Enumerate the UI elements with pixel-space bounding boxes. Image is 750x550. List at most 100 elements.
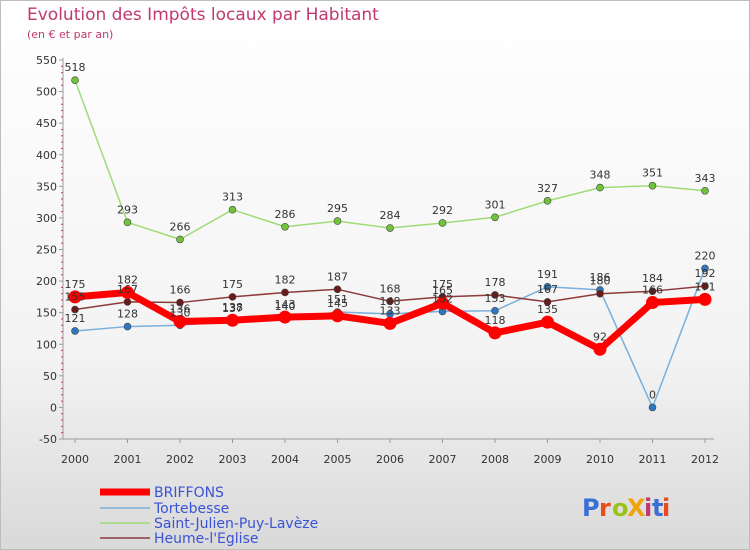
data-point bbox=[176, 298, 184, 307]
data-point bbox=[488, 326, 502, 340]
data-point bbox=[176, 235, 184, 244]
data-label: 192 bbox=[695, 267, 716, 280]
x-tick-label: 2004 bbox=[271, 453, 299, 466]
logo-letter: r bbox=[599, 494, 611, 522]
data-label: 220 bbox=[695, 249, 716, 262]
data-label: 182 bbox=[275, 273, 296, 286]
y-tick-label: 400 bbox=[36, 149, 57, 162]
data-label: 293 bbox=[117, 203, 138, 216]
data-label: 167 bbox=[537, 283, 558, 296]
data-point bbox=[228, 293, 237, 301]
data-point bbox=[68, 290, 82, 304]
data-point bbox=[438, 219, 447, 227]
data-label: 518 bbox=[65, 61, 86, 74]
data-point bbox=[333, 285, 342, 294]
data-label: 151 bbox=[327, 293, 348, 306]
data-label: 121 bbox=[65, 312, 86, 325]
data-label: 165 bbox=[432, 284, 453, 297]
data-point bbox=[386, 297, 394, 306]
data-point bbox=[701, 282, 709, 290]
x-tick-label: 2006 bbox=[376, 453, 404, 466]
data-label: 152 bbox=[432, 292, 453, 305]
data-label: 130 bbox=[170, 306, 191, 319]
data-point bbox=[383, 316, 397, 330]
data-label: 135 bbox=[537, 303, 558, 316]
data-label: 295 bbox=[327, 202, 348, 215]
x-tick-label: 2008 bbox=[481, 453, 509, 466]
data-label: 266 bbox=[170, 220, 191, 233]
data-point bbox=[593, 342, 607, 356]
x-tick-label: 2000 bbox=[61, 453, 89, 466]
legend-label: Heume-l'Eglise bbox=[154, 531, 258, 547]
data-point bbox=[491, 213, 499, 222]
logo-letter: i bbox=[644, 494, 652, 522]
data-label: 153 bbox=[485, 292, 506, 305]
data-point bbox=[491, 306, 499, 315]
data-label: 138 bbox=[222, 301, 243, 314]
data-point bbox=[701, 264, 709, 273]
y-tick-label: 50 bbox=[43, 370, 57, 383]
x-tick-label: 2003 bbox=[219, 453, 247, 466]
data-label: 191 bbox=[537, 268, 558, 281]
y-tick-label: 550 bbox=[36, 54, 57, 67]
data-label: 187 bbox=[327, 270, 348, 283]
y-tick-label: 250 bbox=[36, 244, 57, 257]
y-tick-label: 450 bbox=[36, 117, 57, 130]
data-point bbox=[173, 315, 187, 329]
data-point bbox=[436, 296, 449, 310]
data-label: 148 bbox=[380, 295, 401, 308]
data-point bbox=[121, 285, 134, 299]
data-label: 186 bbox=[590, 271, 611, 284]
data-point bbox=[281, 222, 289, 231]
data-point bbox=[123, 218, 132, 227]
y-tick-label: 150 bbox=[36, 307, 57, 320]
x-tick-label: 2011 bbox=[639, 453, 667, 466]
data-point bbox=[543, 197, 552, 205]
y-tick-label: 350 bbox=[36, 180, 57, 193]
data-point bbox=[648, 403, 657, 412]
data-point bbox=[71, 76, 79, 85]
data-label: 167 bbox=[117, 283, 138, 296]
data-label: 0 bbox=[649, 388, 656, 401]
data-label: 143 bbox=[275, 298, 296, 311]
data-label: 313 bbox=[222, 191, 243, 204]
y-tick-label: -50 bbox=[39, 433, 57, 446]
data-point bbox=[543, 298, 552, 306]
data-point bbox=[386, 224, 394, 232]
legend-label: Tortebesse bbox=[153, 501, 229, 517]
data-label: 166 bbox=[642, 284, 663, 297]
x-tick-label: 2007 bbox=[429, 453, 457, 466]
data-label: 180 bbox=[590, 275, 611, 288]
logo-letter: t bbox=[652, 494, 663, 522]
data-label: 301 bbox=[485, 198, 506, 211]
data-point bbox=[278, 310, 292, 324]
x-tick-label: 2001 bbox=[114, 453, 142, 466]
data-point bbox=[543, 282, 552, 291]
data-label: 137 bbox=[222, 302, 243, 315]
logo-letter: o bbox=[612, 494, 629, 522]
logo-letter: P bbox=[582, 494, 600, 522]
data-point bbox=[648, 287, 657, 295]
data-label: 155 bbox=[65, 291, 86, 304]
y-tick-label: 500 bbox=[36, 86, 57, 99]
data-label: 184 bbox=[642, 272, 663, 285]
data-label: 182 bbox=[117, 273, 138, 286]
chart-subtitle: (en € et par an) bbox=[27, 28, 114, 41]
data-label: 145 bbox=[327, 297, 348, 310]
data-point bbox=[333, 217, 342, 225]
data-label: 133 bbox=[380, 304, 401, 317]
data-label: 118 bbox=[485, 314, 506, 327]
data-point bbox=[491, 291, 499, 299]
data-label: 175 bbox=[432, 278, 453, 291]
data-label: 92 bbox=[593, 330, 607, 343]
data-label: 292 bbox=[432, 204, 453, 217]
y-tick-label: 300 bbox=[36, 212, 57, 225]
x-tick-label: 2009 bbox=[534, 453, 562, 466]
data-label: 348 bbox=[590, 169, 611, 182]
logo-letter: X bbox=[627, 494, 646, 522]
logo-letter: i bbox=[662, 494, 670, 522]
data-point bbox=[541, 315, 554, 329]
data-label: 327 bbox=[537, 182, 558, 195]
data-point bbox=[331, 309, 344, 323]
